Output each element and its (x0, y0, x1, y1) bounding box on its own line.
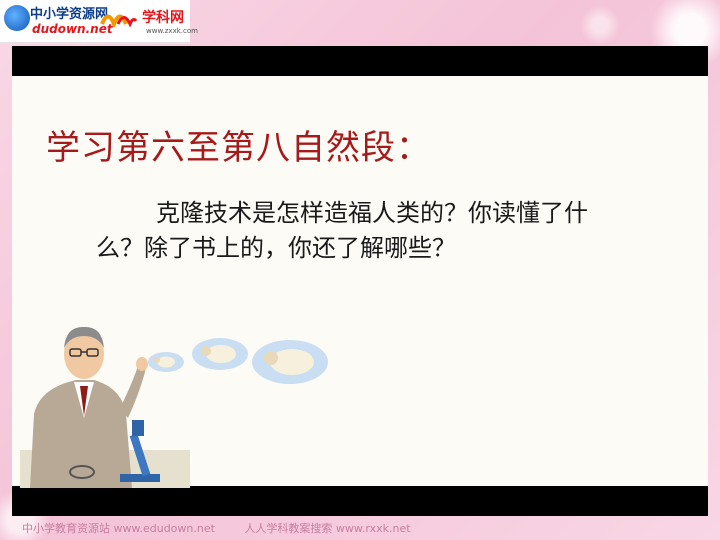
sheep-icon (148, 352, 184, 372)
zxxk-logo-cn: 学科网 (142, 10, 184, 26)
sheep-icon (192, 338, 248, 370)
slide-frame: 学习第六至第八自然段： 克隆技术是怎样造福人类的？你读懂了什么？除了书上的，你还… (12, 46, 708, 516)
slide-question: 克隆技术是怎样造福人类的？你读懂了什么？除了书上的，你还了解哪些？ (96, 199, 588, 262)
zxxk-logo-en: www.zxxk.com (146, 27, 198, 35)
globe-icon (4, 5, 30, 31)
scientist-illustration (20, 326, 328, 488)
footer-right-link[interactable]: 人人学科教案搜索 www.rxxk.net (244, 522, 411, 535)
slide-title: 学习第六至第八自然段： (46, 128, 431, 168)
scientist-coat (30, 380, 132, 488)
zxxk-logo[interactable]: 学科网 www.zxxk.com (100, 3, 198, 39)
header-logos: 中小学资源网 dudown.net 学科网 www.zxxk.com (0, 0, 198, 44)
zxxk-mark-icon (100, 14, 138, 27)
dudown-logo[interactable]: 中小学资源网 dudown.net (4, 3, 113, 39)
footer-left-link[interactable]: 中小学教育资源站 www.edudown.net (22, 522, 215, 535)
footer: 中小学教育资源站 www.edudown.net 人人学科教案搜索 www.rx… (22, 520, 437, 536)
dudown-logo-cn: 中小学资源网 (30, 7, 109, 22)
dudown-logo-en: dudown.net (32, 22, 113, 36)
sheep-icon (252, 340, 328, 384)
slide-content: 学习第六至第八自然段： 克隆技术是怎样造福人类的？你读懂了什么？除了书上的，你还… (12, 76, 708, 488)
scientist-head (64, 329, 104, 379)
